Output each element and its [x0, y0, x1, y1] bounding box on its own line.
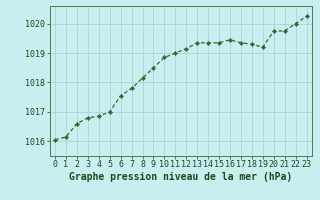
- X-axis label: Graphe pression niveau de la mer (hPa): Graphe pression niveau de la mer (hPa): [69, 172, 292, 182]
